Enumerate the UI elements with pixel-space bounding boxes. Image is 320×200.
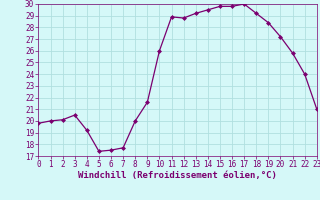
X-axis label: Windchill (Refroidissement éolien,°C): Windchill (Refroidissement éolien,°C) xyxy=(78,171,277,180)
